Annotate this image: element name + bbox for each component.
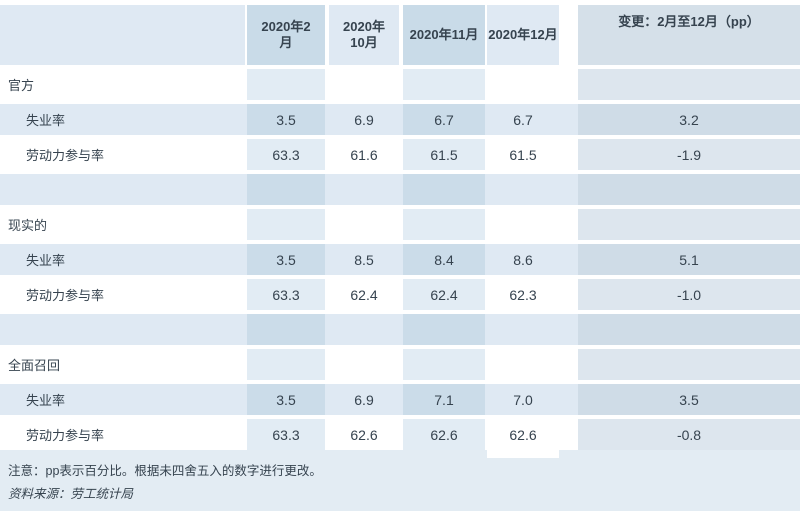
value-cell: 6.9 xyxy=(354,111,374,128)
section-row-official: 官方 xyxy=(0,69,800,100)
table-row-unemployment-rate: 失业率 3.5 6.9 7.1 7.0 3.5 xyxy=(0,384,800,415)
table-row-unemployment-rate: 失业率 3.5 8.5 8.4 8.6 5.1 xyxy=(0,244,800,275)
table-row-participation-rate: 劳动力参与率 63.3 61.6 61.5 61.5 -1.9 xyxy=(0,139,800,170)
value-cell: -1.0 xyxy=(578,279,800,310)
row-label: 失业率 xyxy=(26,113,66,128)
value-cell: 61.5 xyxy=(403,139,485,170)
value-cell: 3.5 xyxy=(247,244,325,275)
value-cell: 6.9 xyxy=(354,391,374,408)
value-cell: 8.5 xyxy=(354,251,374,268)
table-row-participation-rate: 劳动力参与率 63.3 62.4 62.4 62.3 -1.0 xyxy=(0,279,800,310)
value-cell: 61.6 xyxy=(350,146,378,163)
separator-row xyxy=(0,174,800,205)
col-header-oct-2020: 2020年10月 xyxy=(329,5,399,65)
value-cell: 8.6 xyxy=(513,251,533,268)
separator-row xyxy=(0,314,800,345)
value-cell: -1.9 xyxy=(578,139,800,170)
value-cell: 62.4 xyxy=(403,279,485,310)
section-row-full-recall: 全面召回 xyxy=(0,349,800,380)
value-cell: 6.7 xyxy=(403,104,485,135)
value-cell: 62.4 xyxy=(350,286,378,303)
value-cell: 7.0 xyxy=(513,391,533,408)
value-cell: 3.5 xyxy=(578,384,800,415)
table-row-participation-rate: 劳动力参与率 63.3 62.6 62.6 62.6 -0.8 xyxy=(0,419,800,450)
value-cell: 62.6 xyxy=(350,426,378,443)
value-cell: 3.5 xyxy=(247,384,325,415)
section-title: 全面召回 xyxy=(8,358,61,373)
row-label: 劳动力参与率 xyxy=(26,148,105,163)
col-header-nov-2020: 2020年11月 xyxy=(403,5,485,65)
value-cell: 3.5 xyxy=(247,104,325,135)
value-cell: -0.8 xyxy=(578,419,800,450)
footnote: 注意：pp表示百分比。根据未四舍五入的数字进行更改。 xyxy=(8,464,322,478)
row-label: 失业率 xyxy=(26,253,66,268)
value-cell: 62.6 xyxy=(403,419,485,450)
value-cell: 3.2 xyxy=(578,104,800,135)
value-cell: 61.5 xyxy=(509,146,537,163)
source-note: 资料来源：劳工统计局 xyxy=(8,486,134,501)
row-label: 劳动力参与率 xyxy=(26,428,105,443)
row-label: 失业率 xyxy=(26,393,66,408)
section-title: 现实的 xyxy=(8,218,48,233)
row-label: 劳动力参与率 xyxy=(26,288,105,303)
value-cell: 62.6 xyxy=(509,426,537,443)
statistics-table: 2020年2月 2020年10月 2020年11月 2020年12月 变更：2月… xyxy=(0,5,800,511)
col-header-feb-2020: 2020年2月 xyxy=(247,5,325,65)
table-header-row: 2020年2月 2020年10月 2020年11月 2020年12月 变更：2月… xyxy=(0,5,800,65)
section-row-realistic: 现实的 xyxy=(0,209,800,240)
value-cell: 63.3 xyxy=(247,279,325,310)
dec-column-white-notch xyxy=(487,450,559,458)
table-footer: 注意：pp表示百分比。根据未四舍五入的数字进行更改。 资料来源：劳工统计局 xyxy=(0,450,800,511)
value-cell: 63.3 xyxy=(247,139,325,170)
header-row-label-cell xyxy=(0,5,245,65)
section-title: 官方 xyxy=(8,78,35,93)
value-cell: 62.3 xyxy=(509,286,537,303)
value-cell: 6.7 xyxy=(513,111,533,128)
table-row-unemployment-rate: 失业率 3.5 6.9 6.7 6.7 3.2 xyxy=(0,104,800,135)
value-cell: 63.3 xyxy=(247,419,325,450)
value-cell: 5.1 xyxy=(578,244,800,275)
col-header-change-feb-dec: 变更：2月至12月（pp） xyxy=(578,5,800,65)
col-header-dec-2020: 2020年12月 xyxy=(487,5,559,65)
value-cell: 7.1 xyxy=(403,384,485,415)
value-cell: 8.4 xyxy=(403,244,485,275)
